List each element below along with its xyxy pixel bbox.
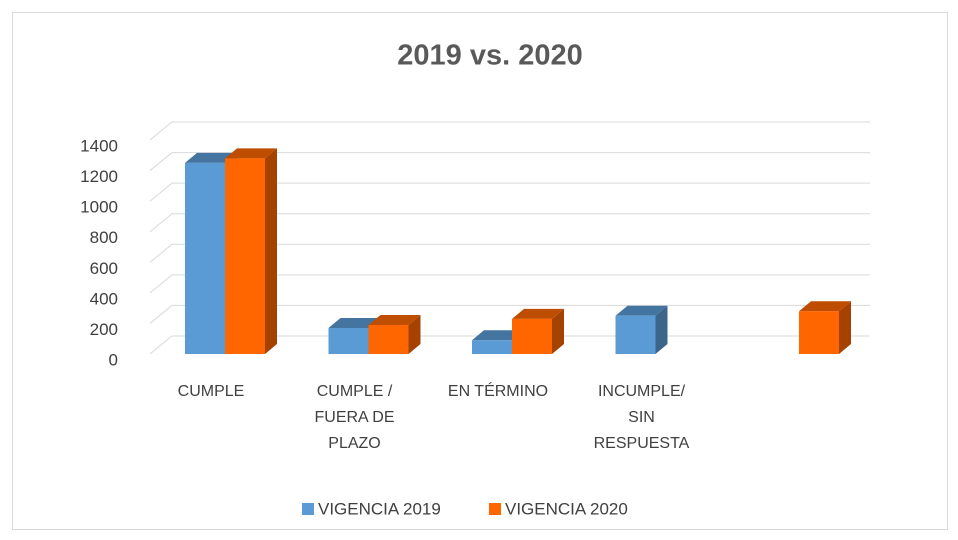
bar (512, 318, 552, 354)
y-tick-label: 1200 (80, 167, 118, 186)
bar-top (368, 314, 421, 325)
y-tick-label: 800 (90, 228, 118, 247)
bar-top (185, 152, 237, 163)
bar-top (225, 148, 277, 159)
y-tick-label: 1400 (80, 136, 118, 155)
bar (799, 311, 839, 354)
y-tick-label: 0 (109, 350, 118, 369)
bar-top (512, 308, 564, 319)
grid-line (149, 121, 870, 141)
y-tick-label: 400 (90, 289, 118, 308)
bar-top (615, 305, 668, 316)
y-tick-label: 600 (90, 259, 118, 278)
x-tick-label: EN TÉRMINO (447, 383, 549, 400)
bar-side (655, 305, 668, 354)
legend-swatch (302, 503, 314, 515)
legend-label: VIGENCIA 2019 (318, 499, 441, 518)
bar (472, 340, 512, 354)
bar-side (408, 314, 421, 354)
grid-line (149, 213, 870, 233)
x-tick-label: CUMPLE / FUERA DE PLAZO (314, 383, 395, 452)
grid-line (149, 182, 870, 202)
x-tick-label: CUMPLE (177, 383, 245, 400)
legend-label: VIGENCIA 2020 (505, 499, 628, 518)
bar (185, 162, 225, 354)
y-tick-label: 200 (90, 320, 118, 339)
bar (615, 315, 656, 354)
bar-top (472, 330, 524, 341)
bar (225, 158, 265, 354)
chart-title: 2019 vs. 2020 (397, 40, 582, 72)
bar (328, 328, 369, 354)
x-tick-label: INCUMPLE/ SIN RESPUESTA (593, 383, 690, 452)
legend-swatch (489, 503, 501, 515)
bar-side (839, 301, 851, 354)
y-tick-label: 1000 (80, 198, 118, 217)
grid-line (149, 274, 870, 294)
bar-top (799, 301, 851, 312)
bar-top (328, 318, 381, 329)
chart-border (12, 12, 948, 530)
bar-side (265, 148, 277, 354)
grid-line (149, 152, 870, 171)
bar (368, 324, 409, 354)
bar-side (552, 308, 564, 354)
grid-line (149, 243, 870, 263)
grid-line (149, 304, 870, 324)
